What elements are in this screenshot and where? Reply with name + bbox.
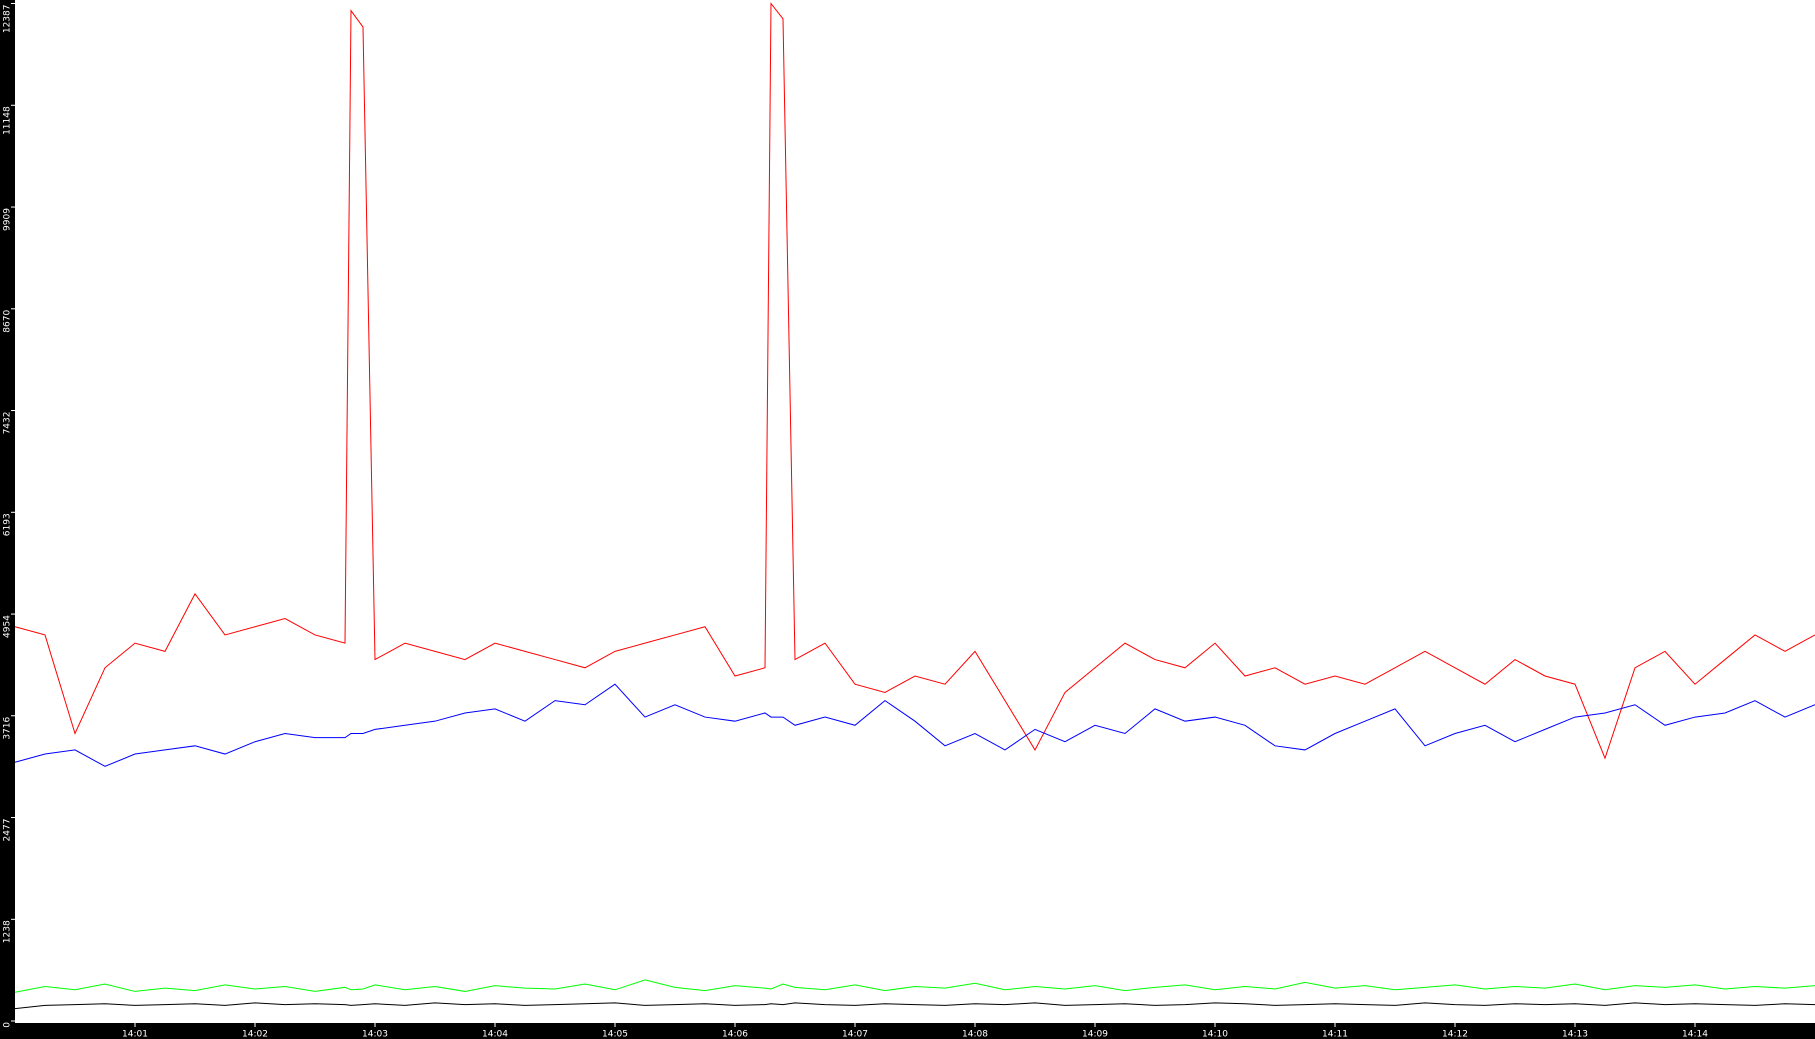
y-tick-label: 6193 bbox=[3, 513, 13, 536]
x-tick-label: 14:10 bbox=[1202, 1030, 1228, 1039]
x-tick-label: 14:05 bbox=[602, 1030, 628, 1039]
data-line bbox=[14, 1002, 1815, 1010]
data-line bbox=[14, 683, 1815, 767]
x-axis-strip bbox=[0, 1023, 1815, 1039]
x-tick-label: 14:07 bbox=[842, 1030, 868, 1039]
x-tick-label: 14:09 bbox=[1082, 1030, 1108, 1039]
x-tick-label: 14:12 bbox=[1442, 1030, 1468, 1039]
y-tick-label: 11148 bbox=[3, 106, 13, 135]
x-tick-label: 14:02 bbox=[242, 1030, 268, 1039]
y-tick-label: 12387 bbox=[3, 5, 13, 34]
x-tick-label: 14:03 bbox=[362, 1030, 388, 1039]
y-tick-label: 3716 bbox=[3, 716, 13, 739]
x-tick-label: 14:14 bbox=[1682, 1030, 1708, 1039]
y-tick-label: 9909 bbox=[3, 208, 13, 231]
data-line bbox=[14, 979, 1815, 993]
y-tick-label: 1238 bbox=[3, 920, 13, 943]
x-tick-label: 14:08 bbox=[962, 1030, 988, 1039]
y-tick-label: 4954 bbox=[3, 615, 13, 638]
x-tick-label: 14:13 bbox=[1562, 1030, 1588, 1039]
x-tick-label: 14:06 bbox=[722, 1030, 748, 1039]
y-tick-label: 2477 bbox=[3, 819, 13, 842]
data-line bbox=[14, 2, 1815, 760]
x-tick-label: 14:11 bbox=[1322, 1030, 1348, 1039]
y-tick-label: 0 bbox=[3, 1022, 13, 1028]
x-tick-label: 14:01 bbox=[122, 1030, 148, 1039]
y-axis-strip bbox=[0, 0, 15, 1039]
y-tick-label: 7432 bbox=[3, 412, 13, 435]
y-tick-label: 8670 bbox=[3, 310, 13, 333]
x-tick-label: 14:04 bbox=[482, 1030, 508, 1039]
